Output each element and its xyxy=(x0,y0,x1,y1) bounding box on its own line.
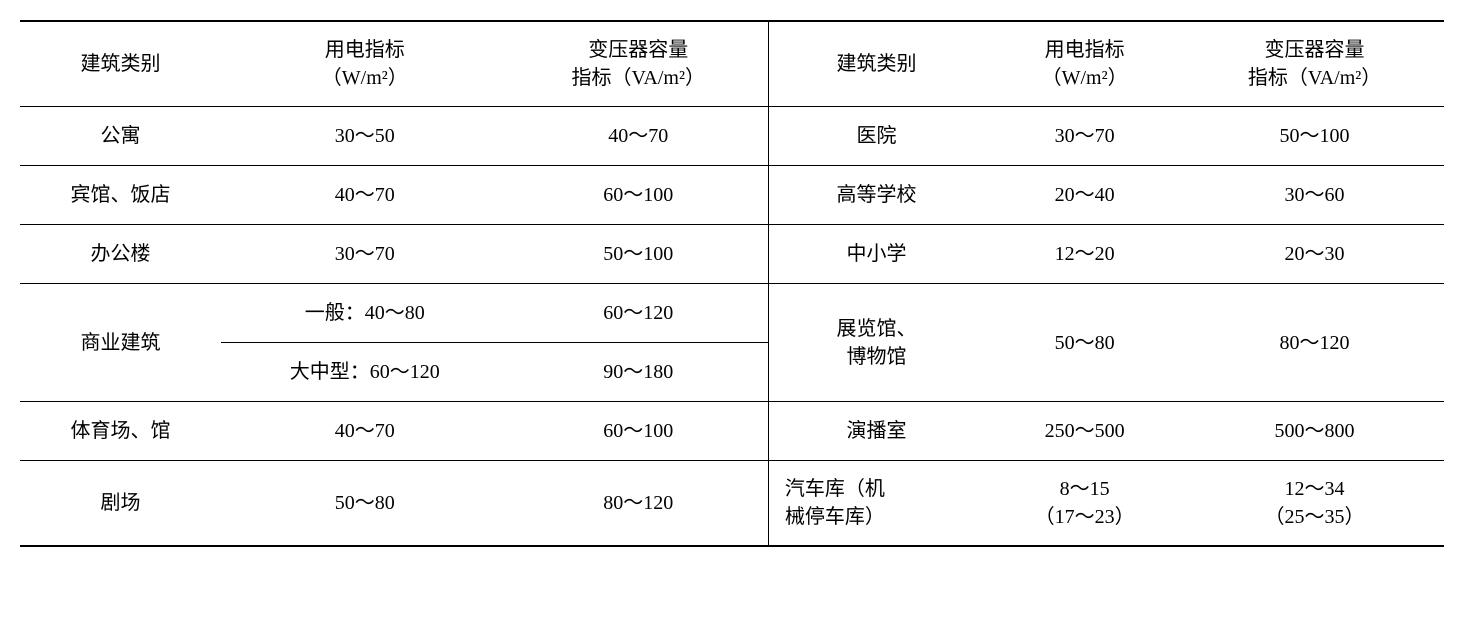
cell-left-type: 体育场、馆 xyxy=(20,402,221,461)
cell-left-transformer: 60～100 xyxy=(509,402,769,461)
cell-left-type: 公寓 xyxy=(20,107,221,166)
header-col3-line2: 指标（VA/m²） xyxy=(572,67,705,89)
cell-right-power: 8～15 （17～23） xyxy=(984,461,1185,547)
cell-right-transformer: 20～30 xyxy=(1185,225,1444,284)
cell-right-type: 汽车库（机 械停车库） xyxy=(768,461,984,547)
header-col4: 建筑类别 xyxy=(768,21,984,107)
header-col2: 用电指标 （W/m²） xyxy=(221,21,509,107)
cell-left-type: 宾馆、饭店 xyxy=(20,166,221,225)
cell-right-power-line1: 8～15 xyxy=(1060,478,1110,500)
cell-right-power: 12～20 xyxy=(984,225,1185,284)
header-col5-line2: （W/m²） xyxy=(1042,67,1128,89)
header-col2-line1: 用电指标 xyxy=(325,39,405,61)
cell-left-transformer: 50～100 xyxy=(509,225,769,284)
cell-right-power: 30～70 xyxy=(984,107,1185,166)
cell-left-power-b: 大中型：60～120 xyxy=(221,343,509,402)
header-col1: 建筑类别 xyxy=(20,21,221,107)
header-col2-line2: （W/m²） xyxy=(322,67,408,89)
cell-left-power: 40～70 xyxy=(221,166,509,225)
header-col3-line1: 变压器容量 xyxy=(588,39,688,61)
table-row: 办公楼 30～70 50～100 中小学 12～20 20～30 xyxy=(20,225,1444,284)
cell-right-transformer: 30～60 xyxy=(1185,166,1444,225)
cell-left-transformer: 80～120 xyxy=(509,461,769,547)
cell-right-transformer: 80～120 xyxy=(1185,284,1444,402)
cell-left-transformer-b: 90～180 xyxy=(509,343,769,402)
cell-right-type-line1: 汽车库（机 xyxy=(785,478,885,500)
table-row: 公寓 30～50 40～70 医院 30～70 50～100 xyxy=(20,107,1444,166)
cell-right-type: 医院 xyxy=(768,107,984,166)
cell-left-power: 30～70 xyxy=(221,225,509,284)
cell-right-transformer-line2: （25～35） xyxy=(1265,506,1365,528)
cell-right-type: 展览馆、 博物馆 xyxy=(768,284,984,402)
header-col6-line2: 指标（VA/m²） xyxy=(1248,67,1381,89)
cell-right-power: 250～500 xyxy=(984,402,1185,461)
cell-right-type: 演播室 xyxy=(768,402,984,461)
cell-right-transformer-line1: 12～34 xyxy=(1285,478,1345,500)
header-col5-line1: 用电指标 xyxy=(1045,39,1125,61)
header-col3: 变压器容量 指标（VA/m²） xyxy=(509,21,769,107)
header-col6: 变压器容量 指标（VA/m²） xyxy=(1185,21,1444,107)
cell-left-power: 40～70 xyxy=(221,402,509,461)
table-row: 体育场、馆 40～70 60～100 演播室 250～500 500～800 xyxy=(20,402,1444,461)
cell-right-type-line2: 械停车库） xyxy=(785,506,885,528)
table-row: 商业建筑 一般：40～80 60～120 展览馆、 博物馆 50～80 80～1… xyxy=(20,284,1444,343)
cell-right-transformer: 12～34 （25～35） xyxy=(1185,461,1444,547)
cell-left-power-a: 一般：40～80 xyxy=(221,284,509,343)
cell-right-type-line2: 博物馆 xyxy=(846,346,906,368)
cell-right-power-line2: （17～23） xyxy=(1035,506,1135,528)
header-col6-line1: 变压器容量 xyxy=(1265,39,1365,61)
cell-right-type: 中小学 xyxy=(768,225,984,284)
cell-right-transformer: 500～800 xyxy=(1185,402,1444,461)
header-col5: 用电指标 （W/m²） xyxy=(984,21,1185,107)
cell-right-type: 高等学校 xyxy=(768,166,984,225)
cell-left-transformer-a: 60～120 xyxy=(509,284,769,343)
cell-left-type: 剧场 xyxy=(20,461,221,547)
table-row: 宾馆、饭店 40～70 60～100 高等学校 20～40 30～60 xyxy=(20,166,1444,225)
cell-right-power: 20～40 xyxy=(984,166,1185,225)
building-power-table: 建筑类别 用电指标 （W/m²） 变压器容量 指标（VA/m²） 建筑类别 用电… xyxy=(20,20,1444,547)
table-header-row: 建筑类别 用电指标 （W/m²） 变压器容量 指标（VA/m²） 建筑类别 用电… xyxy=(20,21,1444,107)
cell-left-transformer: 60～100 xyxy=(509,166,769,225)
cell-left-power: 30～50 xyxy=(221,107,509,166)
cell-right-transformer: 50～100 xyxy=(1185,107,1444,166)
cell-right-power: 50～80 xyxy=(984,284,1185,402)
cell-left-power: 50～80 xyxy=(221,461,509,547)
cell-right-type-line1: 展览馆、 xyxy=(836,318,916,340)
cell-left-transformer: 40～70 xyxy=(509,107,769,166)
table-row: 剧场 50～80 80～120 汽车库（机 械停车库） 8～15 （17～23）… xyxy=(20,461,1444,547)
cell-left-type: 办公楼 xyxy=(20,225,221,284)
cell-left-type: 商业建筑 xyxy=(20,284,221,402)
